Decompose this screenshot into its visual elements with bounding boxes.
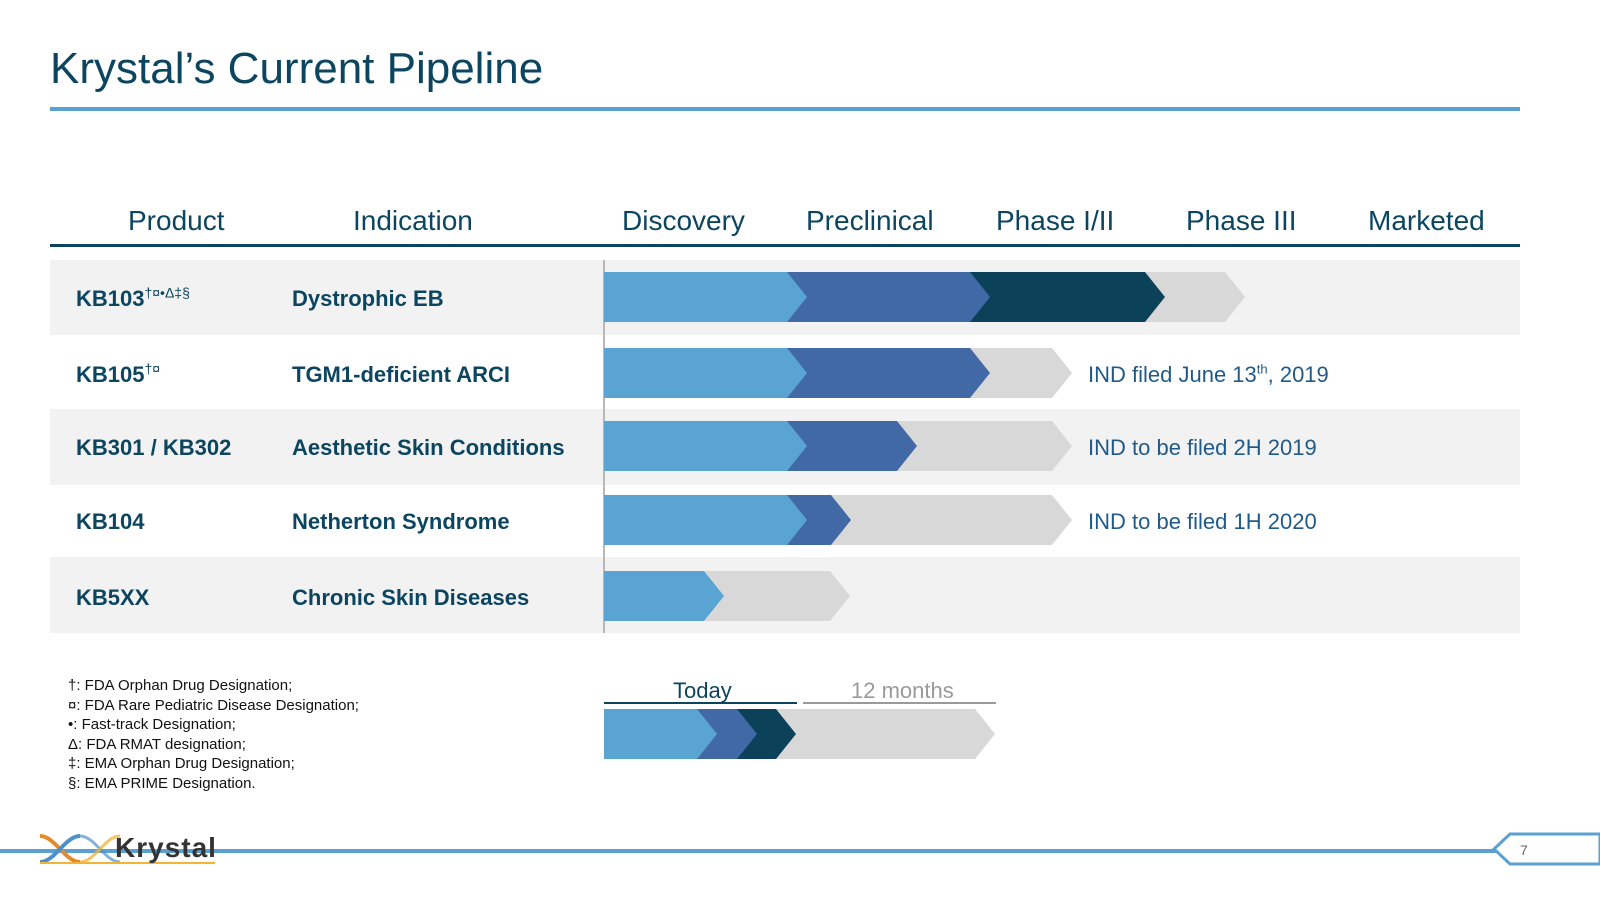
page-number: 7 <box>1520 842 1528 858</box>
legend-today-rule <box>604 702 797 704</box>
designation-marks: †¤•Δ‡§ <box>144 284 190 301</box>
kb104-discovery-arrow <box>604 495 807 545</box>
product-kb5xx: KB5XX <box>76 585 150 610</box>
kb104-preclinical-arrow <box>785 495 851 545</box>
header-rule <box>50 244 1520 247</box>
column-header-product: Product <box>128 205 225 236</box>
footnote-rmat: Δ: FDA RMAT designation; <box>68 735 246 753</box>
column-header-indication: Indication <box>353 205 473 236</box>
legend-12-months-label: 12 months <box>851 678 954 703</box>
krystal-logo-text: Krystal <box>115 832 217 863</box>
legend-preclinical-arrow <box>695 709 757 759</box>
column-header-preclinical: Preclinical <box>806 205 934 236</box>
designation-footnotes: †: FDA Orphan Drug Designation; ¤: FDA R… <box>68 676 359 794</box>
row-background-kb5xx <box>50 557 1520 633</box>
indication-chronic-skin: Chronic Skin Diseases <box>292 585 530 610</box>
indication-netherton: Netherton Syndrome <box>292 509 510 534</box>
product-kb103: KB103†¤•Δ‡§ <box>76 284 190 311</box>
status-note-kb104: IND to be filed 1H 2020 <box>1088 509 1317 534</box>
legend-12-months-rule <box>803 702 996 704</box>
kb104-planned-arrow <box>820 495 1072 545</box>
column-header-phase-1-2: Phase I/II <box>996 205 1115 236</box>
title-rule <box>50 107 1520 111</box>
column-header-marketed: Marketed <box>1368 205 1485 236</box>
footnote-fast-track: •: Fast-track Designation; <box>68 716 236 734</box>
footnote-rare-pediatric: ¤: FDA Rare Pediatric Disease Designatio… <box>68 696 359 714</box>
designation-marks: †¤ <box>144 360 161 377</box>
status-note-kb105: IND filed June 13th, 2019 <box>1088 361 1329 387</box>
indication-dystrophic-eb: Dystrophic EB <box>292 286 444 311</box>
footnote-ema-orphan: ‡: EMA Orphan Drug Designation; <box>68 755 295 773</box>
indication-aesthetic-skin: Aesthetic Skin Conditions <box>292 435 565 460</box>
page-number-tab <box>1491 832 1600 866</box>
table-divider <box>603 260 605 633</box>
indication-tgm1-arci: TGM1-deficient ARCI <box>292 362 510 387</box>
kb105-preclinical-arrow <box>785 348 990 398</box>
kb105-planned-arrow <box>960 348 1072 398</box>
legend-phase12-arrow <box>735 709 796 759</box>
footnote-orphan-drug: †: FDA Orphan Drug Designation; <box>68 677 293 694</box>
column-header-phase-3: Phase III <box>1186 205 1297 236</box>
column-header-discovery: Discovery <box>622 205 745 236</box>
row-background-kb103 <box>50 260 1520 335</box>
product-kb104: KB104 <box>76 509 145 534</box>
legend-today-label: Today <box>673 678 732 703</box>
kb105-discovery-arrow <box>604 348 807 398</box>
page-title: Krystal’s Current Pipeline <box>50 44 544 93</box>
status-note-kb301: IND to be filed 2H 2019 <box>1088 435 1317 460</box>
product-kb301-kb302: KB301 / KB302 <box>76 435 232 460</box>
footnote-ema-prime: §: EMA PRIME Designation. <box>68 774 256 792</box>
footer-rule <box>0 849 1500 853</box>
legend-future-arrow <box>770 709 995 759</box>
product-kb105: KB105†¤ <box>76 360 161 387</box>
legend-discovery-arrow <box>604 709 717 759</box>
